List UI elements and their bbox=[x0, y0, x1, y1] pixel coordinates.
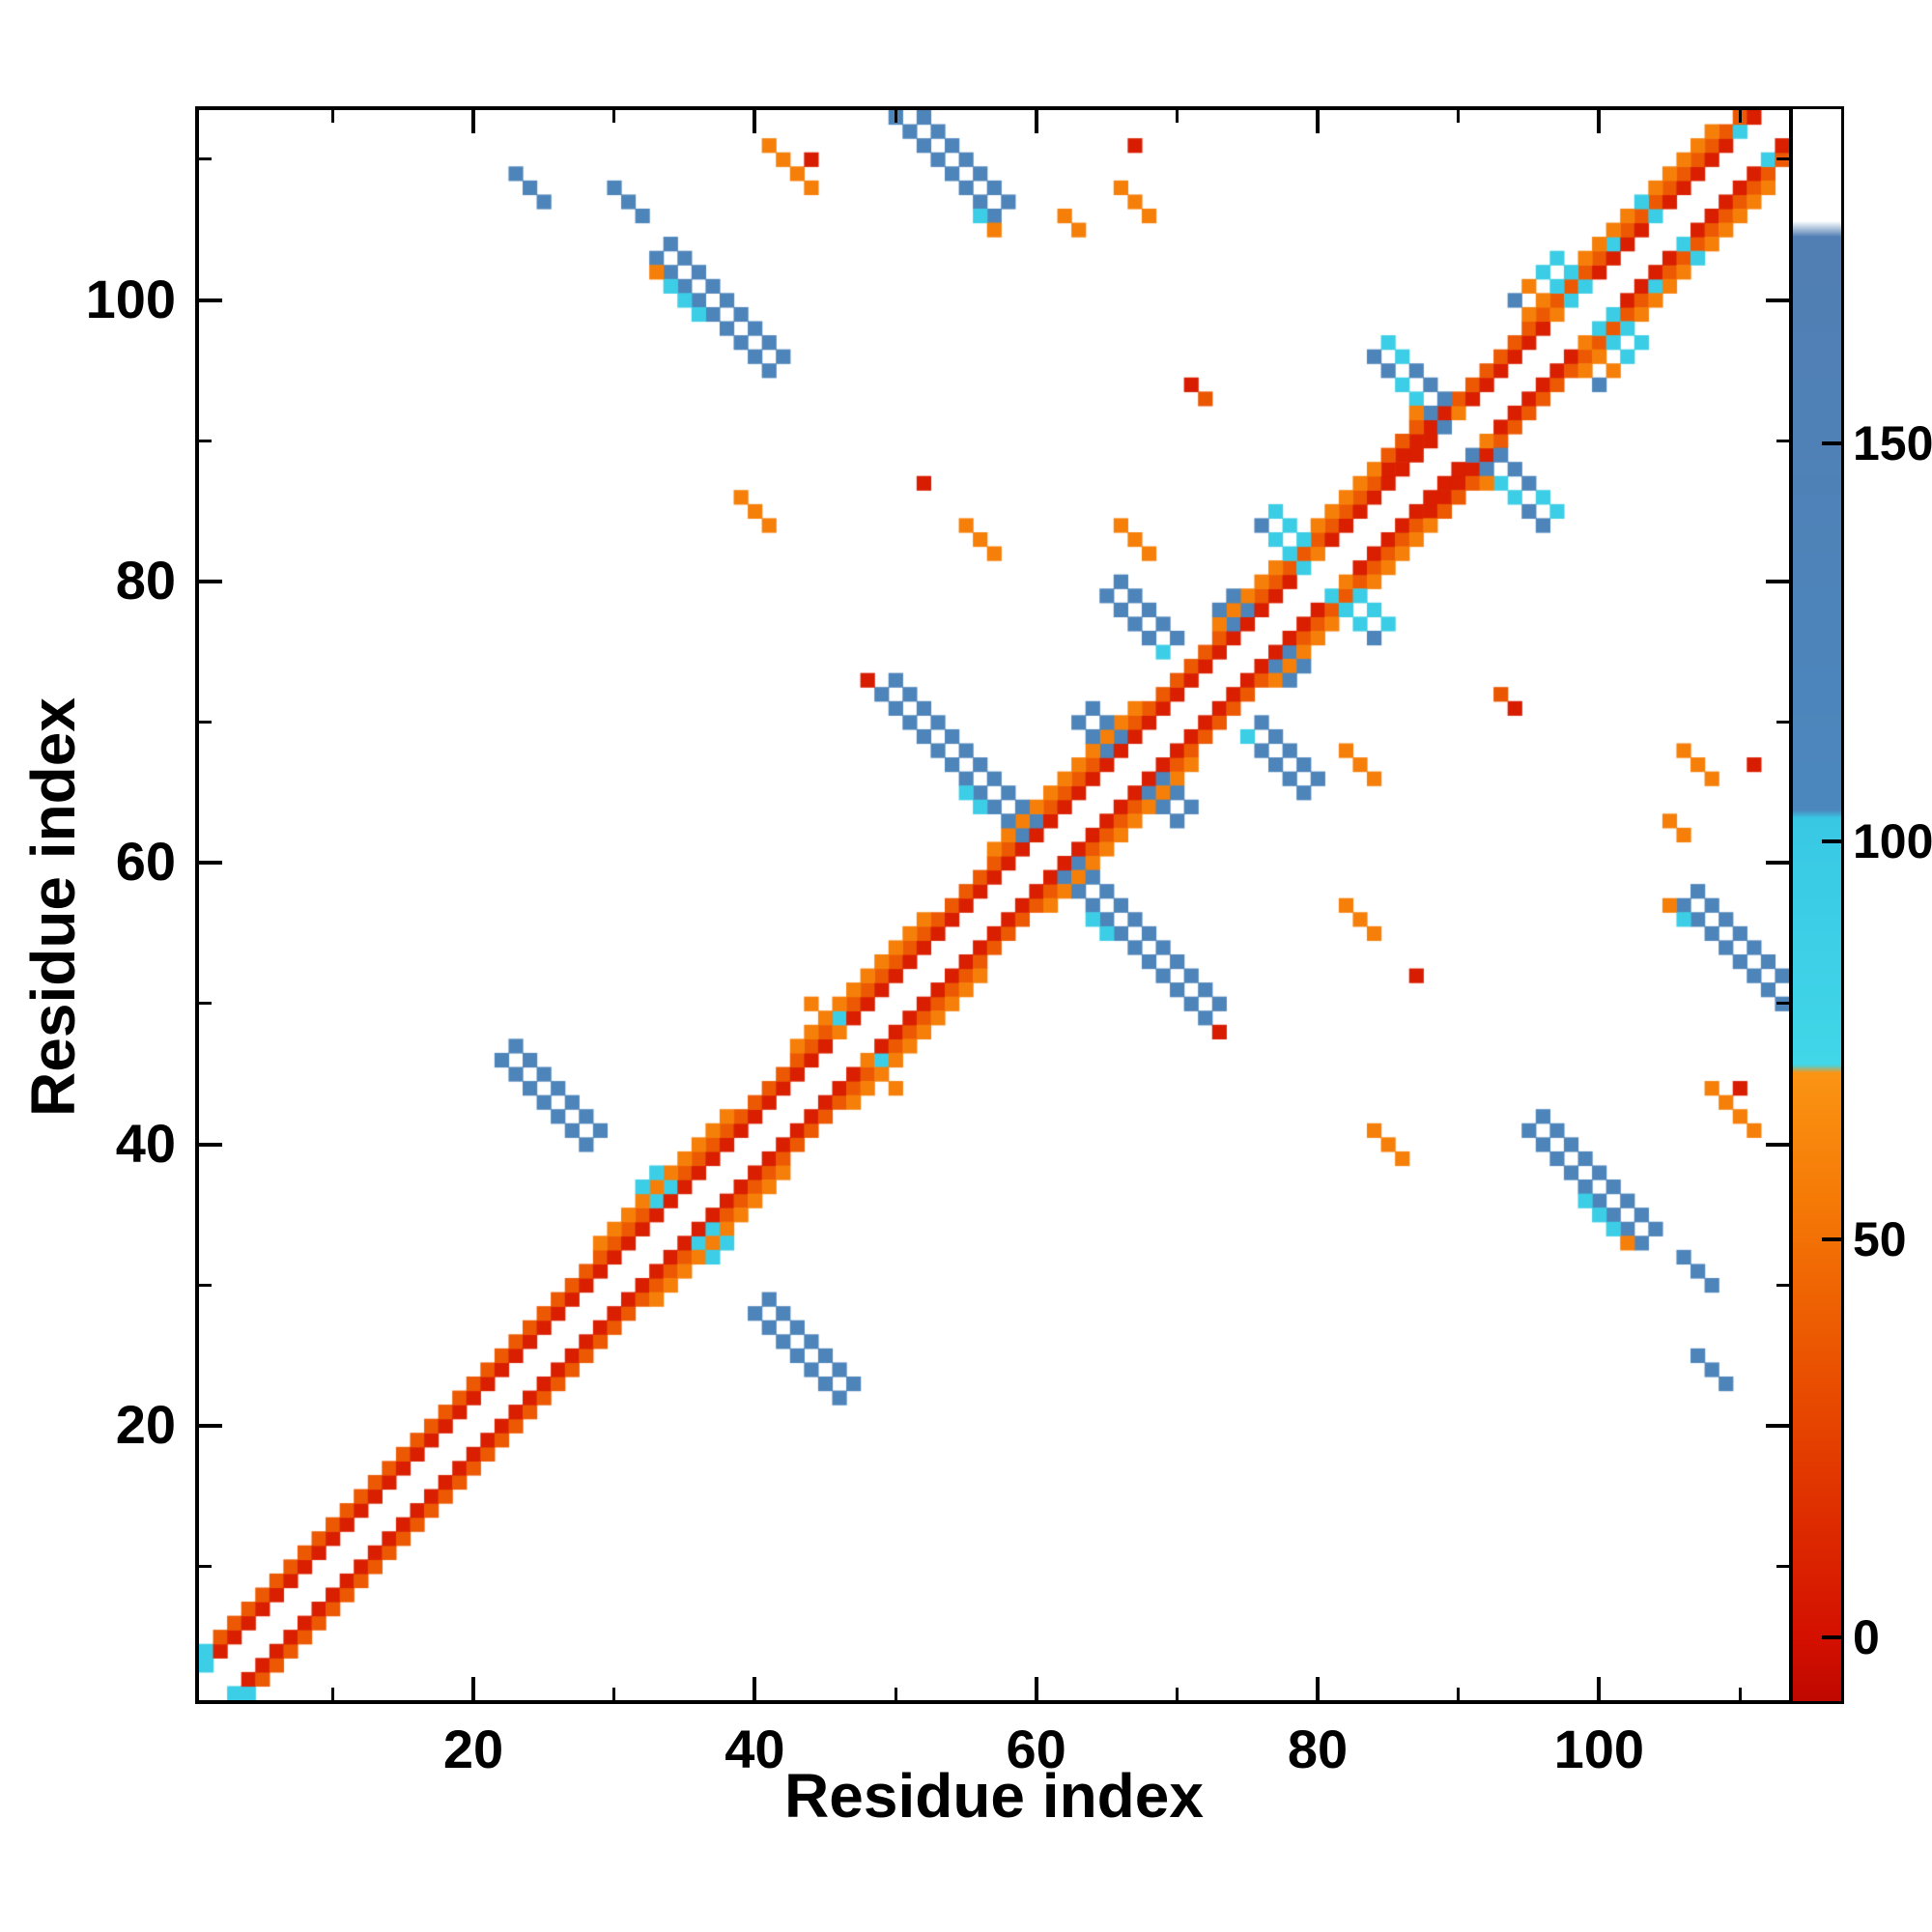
x-tick-mark bbox=[1597, 110, 1602, 133]
colorbar-tick-label: 50 bbox=[1853, 1212, 1907, 1267]
x-tick-mark bbox=[753, 110, 757, 133]
x-minor-tick-mark bbox=[330, 110, 334, 123]
colorbar-tick-label: 100 bbox=[1853, 814, 1932, 869]
y-tick-label: 100 bbox=[85, 268, 176, 329]
x-tick-mark bbox=[753, 1677, 757, 1700]
y-minor-tick-mark bbox=[1776, 1283, 1789, 1287]
y-tick-mark bbox=[1766, 298, 1789, 302]
x-minor-tick-mark bbox=[1175, 110, 1179, 123]
heatmap-canvas bbox=[199, 110, 1789, 1700]
x-tick-mark bbox=[1034, 110, 1038, 133]
x-minor-tick-mark bbox=[1457, 110, 1461, 123]
y-tick-label: 40 bbox=[115, 1112, 176, 1174]
colorbar-canvas bbox=[1793, 109, 1841, 1701]
x-tick-mark bbox=[1316, 1677, 1321, 1700]
y-minor-tick-mark bbox=[1776, 439, 1789, 442]
y-minor-tick-mark bbox=[1776, 1565, 1789, 1569]
x-minor-tick-mark bbox=[330, 1688, 334, 1700]
x-tick-mark bbox=[471, 1677, 476, 1700]
y-tick-mark bbox=[1766, 861, 1789, 866]
y-minor-tick-mark bbox=[1776, 1002, 1789, 1006]
colorbar-tick-mark bbox=[1822, 839, 1841, 844]
x-minor-tick-mark bbox=[1175, 1688, 1179, 1700]
x-minor-tick-mark bbox=[1738, 110, 1742, 123]
x-tick-label: 20 bbox=[442, 1719, 504, 1779]
y-tick-label: 20 bbox=[115, 1393, 176, 1455]
y-tick-mark bbox=[199, 1423, 222, 1428]
x-tick-mark bbox=[1034, 1677, 1038, 1700]
x-minor-tick-mark bbox=[1738, 1688, 1742, 1700]
y-tick-mark bbox=[1766, 1142, 1789, 1147]
y-tick-mark bbox=[199, 1142, 222, 1147]
y-tick-mark bbox=[1766, 1423, 1789, 1428]
colorbar-tick-mark bbox=[1822, 1237, 1841, 1242]
x-axis-label: Residue index bbox=[784, 1761, 1204, 1831]
x-minor-tick-mark bbox=[894, 1688, 897, 1700]
plot-area bbox=[195, 106, 1793, 1704]
x-tick-label: 40 bbox=[724, 1719, 785, 1779]
x-tick-label: 60 bbox=[1006, 1719, 1066, 1779]
y-tick-label: 60 bbox=[115, 831, 176, 893]
y-tick-label: 80 bbox=[115, 549, 176, 611]
y-minor-tick-mark bbox=[199, 157, 212, 161]
x-tick-mark bbox=[1597, 1677, 1602, 1700]
y-tick-mark bbox=[199, 861, 222, 866]
colorbar-tick-mark bbox=[1822, 441, 1841, 446]
x-tick-mark bbox=[471, 110, 476, 133]
y-minor-tick-mark bbox=[199, 1002, 212, 1006]
x-minor-tick-mark bbox=[612, 1688, 616, 1700]
y-tick-mark bbox=[199, 298, 222, 302]
colorbar-tick-label: 150 bbox=[1853, 416, 1932, 471]
x-minor-tick-mark bbox=[894, 110, 897, 123]
y-minor-tick-mark bbox=[1776, 157, 1789, 161]
y-tick-mark bbox=[1766, 579, 1789, 583]
x-minor-tick-mark bbox=[1457, 1688, 1461, 1700]
x-tick-mark bbox=[1316, 110, 1321, 133]
colorbar-tick-mark bbox=[1822, 1635, 1841, 1640]
x-minor-tick-mark bbox=[612, 110, 616, 123]
y-minor-tick-mark bbox=[199, 1565, 212, 1569]
y-minor-tick-mark bbox=[199, 1283, 212, 1287]
colorbar-tick-label: 0 bbox=[1853, 1610, 1880, 1665]
colorbar bbox=[1790, 106, 1844, 1704]
y-tick-mark bbox=[199, 579, 222, 583]
x-tick-label: 100 bbox=[1553, 1719, 1645, 1779]
x-tick-label: 80 bbox=[1287, 1719, 1349, 1779]
y-minor-tick-mark bbox=[199, 439, 212, 442]
y-minor-tick-mark bbox=[199, 721, 212, 724]
y-minor-tick-mark bbox=[1776, 721, 1789, 724]
